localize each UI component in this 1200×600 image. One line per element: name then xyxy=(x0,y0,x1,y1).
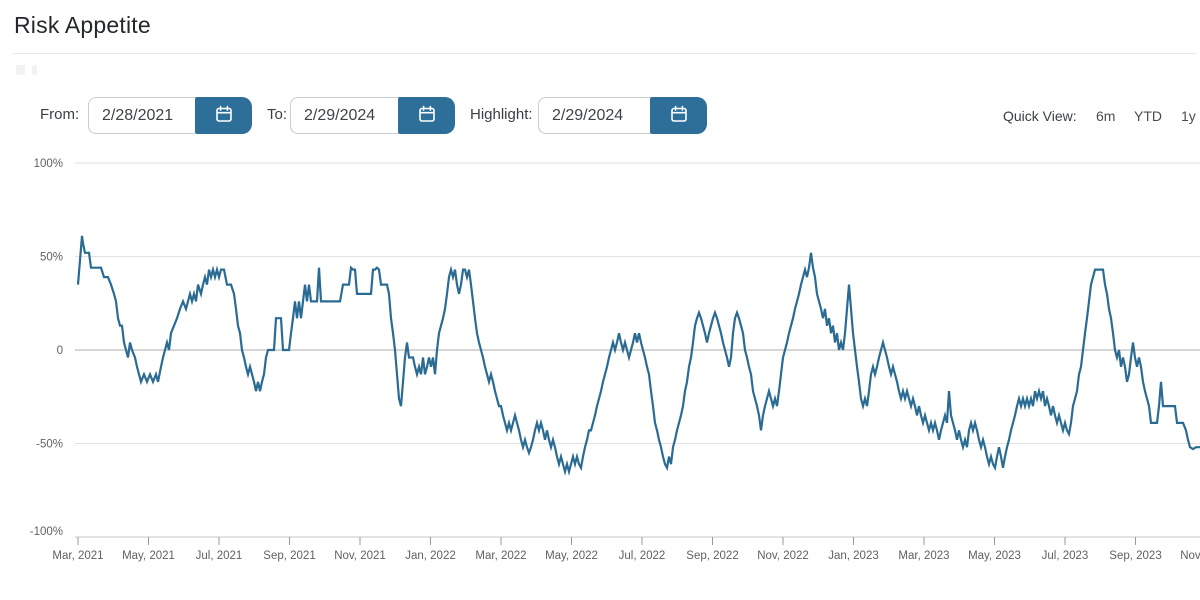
quick-view-option-ytd[interactable]: YTD xyxy=(1134,108,1162,124)
x-axis-tick-label: May, 2022 xyxy=(545,550,598,562)
highlight-date-input[interactable] xyxy=(538,97,650,134)
calendar-icon xyxy=(417,104,437,127)
x-axis-tick-label: Jan, 2022 xyxy=(405,550,456,562)
x-axis-tick-label: Jul, 2021 xyxy=(196,550,243,562)
x-axis-tick-label: Jan, 2023 xyxy=(828,550,879,562)
x-axis-tick-label: Nov, 2022 xyxy=(757,550,809,562)
x-axis-tick-label: Mar, 2022 xyxy=(475,550,526,562)
chart-canvas: 100% 50% 0 -50% -100% Mar, 2021 May, 2021 Jul, … xyxy=(30,158,1200,562)
calendar-icon xyxy=(214,104,234,127)
from-label: From: xyxy=(40,106,80,123)
highlight-label: Highlight: xyxy=(470,106,533,123)
from-calendar-button[interactable] xyxy=(195,97,252,134)
from-date-input[interactable] xyxy=(88,97,195,134)
y-axis-tick-label: 100% xyxy=(34,158,63,170)
to-calendar-button[interactable] xyxy=(398,97,455,134)
risk-appetite-chart[interactable]: 100% 50% 0 -50% -100% Mar, 2021 May, 2021 Jul, … xyxy=(0,140,1200,600)
faded-toolbar-marks xyxy=(16,62,37,80)
y-axis-tick-label: 0 xyxy=(57,345,63,357)
y-axis-tick-label: -100% xyxy=(30,526,63,538)
to-date-input[interactable] xyxy=(290,97,398,134)
x-axis-tick-label: Nov, 2021 xyxy=(334,550,386,562)
y-axis-tick-label: 50% xyxy=(40,252,63,264)
x-axis-tick-label: Sep, 2021 xyxy=(263,550,315,562)
page-title: Risk Appetite xyxy=(14,12,151,38)
x-axis-tick-label: May, 2023 xyxy=(968,550,1021,562)
calendar-icon xyxy=(669,104,689,127)
y-axis-tick-label: -50% xyxy=(36,439,63,451)
to-label: To: xyxy=(267,106,288,123)
x-axis-tick-label: Nov, 2023 xyxy=(1180,550,1200,562)
x-axis-tick-label: Mar, 2023 xyxy=(898,550,949,562)
quick-view-label: Quick View: xyxy=(1003,108,1077,124)
x-axis-tick-label: Sep, 2022 xyxy=(686,550,738,562)
quick-view-option-1y[interactable]: 1y xyxy=(1181,108,1196,124)
header-divider xyxy=(13,53,1196,54)
risk-appetite-line xyxy=(76,235,1200,476)
x-axis-tick-label: Mar, 2021 xyxy=(52,550,103,562)
highlight-calendar-button[interactable] xyxy=(650,97,707,134)
x-axis-tick-label: May, 2021 xyxy=(122,550,175,562)
quick-view-option-6m[interactable]: 6m xyxy=(1096,108,1116,124)
x-axis-tick-label: Jul, 2022 xyxy=(619,550,666,562)
x-axis-tick-label: Sep, 2023 xyxy=(1109,550,1161,562)
x-axis-tick-label: Jul, 2023 xyxy=(1042,550,1089,562)
